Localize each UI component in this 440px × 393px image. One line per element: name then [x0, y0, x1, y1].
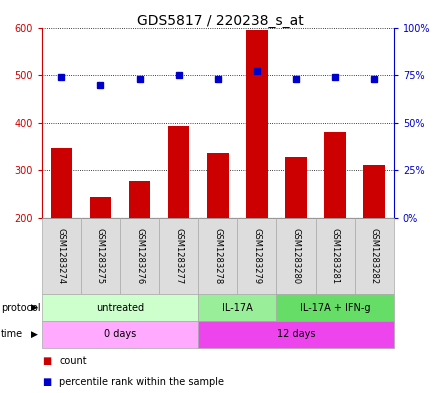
Bar	[207, 152, 228, 218]
Text: count: count	[59, 356, 87, 366]
Text: ▶: ▶	[31, 303, 38, 312]
Text: 12 days: 12 days	[277, 329, 315, 340]
Text: ■: ■	[42, 377, 51, 387]
Text: ■: ■	[42, 356, 51, 366]
Text: GSM1283280: GSM1283280	[292, 228, 301, 284]
Bar	[90, 197, 111, 218]
Text: GDS5817 / 220238_s_at: GDS5817 / 220238_s_at	[137, 14, 303, 28]
Text: protocol: protocol	[1, 303, 40, 313]
Bar	[324, 132, 346, 218]
Text: GSM1283279: GSM1283279	[253, 228, 261, 284]
Bar	[363, 165, 385, 218]
Bar	[246, 30, 268, 218]
Bar	[168, 127, 190, 218]
Text: GSM1283276: GSM1283276	[135, 228, 144, 284]
Bar	[51, 148, 72, 218]
Text: percentile rank within the sample: percentile rank within the sample	[59, 377, 224, 387]
Text: IL-17A + IFN-g: IL-17A + IFN-g	[300, 303, 370, 313]
Bar	[129, 181, 150, 218]
Text: GSM1283277: GSM1283277	[174, 228, 183, 284]
Text: ▶: ▶	[31, 330, 38, 339]
Text: GSM1283278: GSM1283278	[213, 228, 222, 284]
Text: IL-17A: IL-17A	[222, 303, 253, 313]
Text: time: time	[1, 329, 23, 340]
Text: untreated: untreated	[96, 303, 144, 313]
Bar	[285, 157, 307, 218]
Text: 0 days: 0 days	[104, 329, 136, 340]
Text: GSM1283282: GSM1283282	[370, 228, 379, 284]
Text: GSM1283281: GSM1283281	[330, 228, 340, 284]
Text: GSM1283275: GSM1283275	[96, 228, 105, 284]
Text: GSM1283274: GSM1283274	[57, 228, 66, 284]
